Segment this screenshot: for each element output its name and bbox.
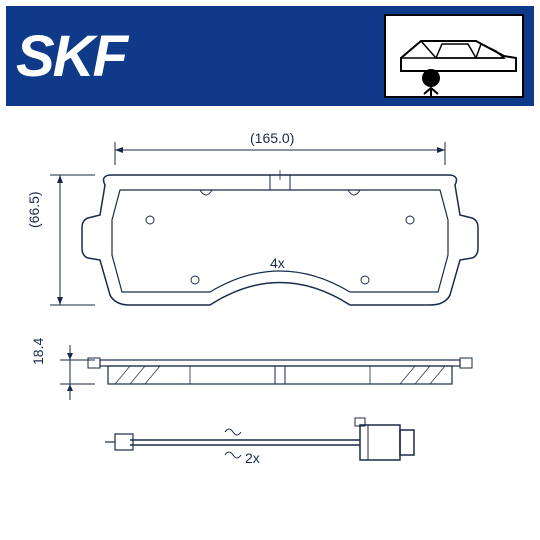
thickness-dimension-label: 18.4 (30, 338, 46, 365)
brand-logo: SKF (16, 23, 126, 90)
height-dimension-label: (66.5) (26, 191, 42, 228)
position-icon-box (384, 14, 524, 98)
car-front-wheel-icon (386, 16, 526, 100)
quantity-main-label: 4x (270, 255, 285, 271)
quantity-sensor-label: 2x (245, 450, 260, 466)
diagram-svg (0, 120, 540, 540)
header-bar: SKF (6, 6, 534, 106)
technical-diagram: (165.0) (0, 120, 540, 540)
